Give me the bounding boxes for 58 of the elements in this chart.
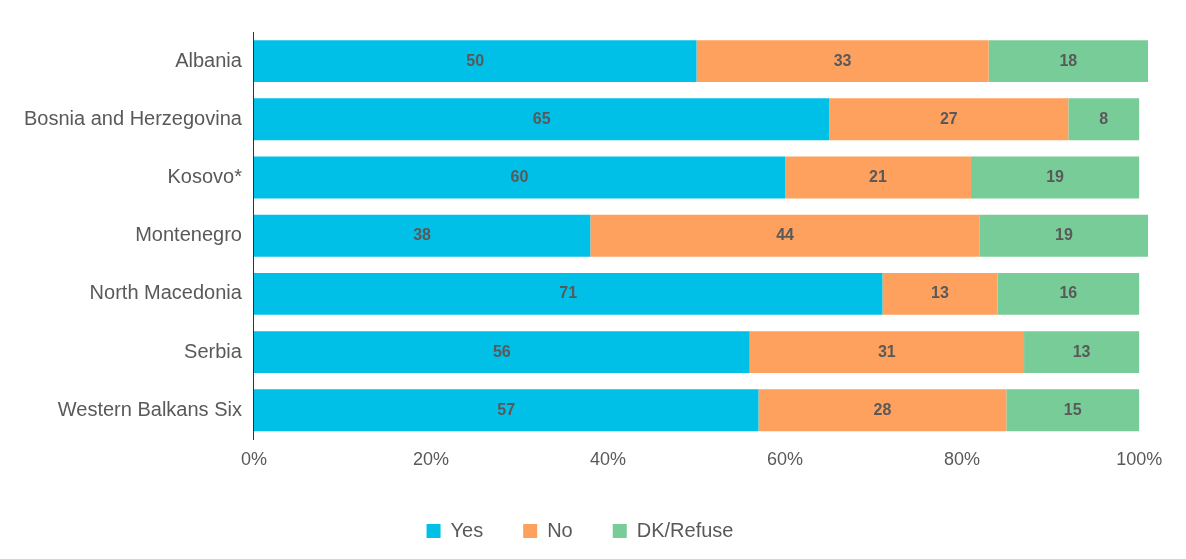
x-tick-label: 60% <box>767 449 804 470</box>
bar <box>1006 389 1140 432</box>
data-label: 19 <box>1046 167 1065 185</box>
bar <box>882 272 998 315</box>
data-label: 21 <box>869 167 888 185</box>
bar <box>979 214 1148 257</box>
y-tick-label: Albania <box>175 48 243 71</box>
data-label: 8 <box>1099 109 1109 127</box>
bar <box>253 331 750 374</box>
y-tick-label: Bosnia and Herzegovina <box>24 106 243 129</box>
legend-label: No <box>547 518 573 541</box>
bar <box>696 40 989 83</box>
data-label: 18 <box>1059 51 1078 69</box>
bar <box>749 331 1025 374</box>
data-label: 71 <box>559 284 578 302</box>
data-label: 44 <box>776 226 795 244</box>
y-tick-label: Western Balkans Six <box>57 397 242 420</box>
x-tick-label: 100% <box>1116 449 1163 470</box>
bar <box>253 389 759 432</box>
data-label: 50 <box>466 51 485 69</box>
bar <box>970 156 1140 199</box>
bar <box>253 98 830 141</box>
data-label: 13 <box>931 284 949 302</box>
bar <box>1068 98 1140 141</box>
bar <box>1024 331 1140 374</box>
data-label: 38 <box>413 226 432 244</box>
x-tick-label: 0% <box>240 449 267 470</box>
bar <box>253 214 591 257</box>
y-tick-label: Serbia <box>184 339 243 362</box>
x-tick-label: 40% <box>590 449 627 470</box>
data-label: 57 <box>497 400 516 418</box>
data-label: 31 <box>877 342 896 360</box>
bar <box>253 156 786 199</box>
bar <box>785 156 971 199</box>
y-tick-label: Kosovo* <box>167 165 243 188</box>
data-label: 65 <box>532 109 551 127</box>
bar <box>988 40 1148 83</box>
y-tick-label: North Macedonia <box>89 281 243 304</box>
bar <box>758 389 1007 432</box>
y-tick-label: Montenegro <box>135 223 242 246</box>
data-label: 15 <box>1063 400 1082 418</box>
bar <box>829 98 1069 141</box>
data-label: 60 <box>510 167 529 185</box>
bar <box>253 272 883 315</box>
data-label: 16 <box>1059 284 1078 302</box>
x-tick-label: 20% <box>412 449 449 470</box>
legend-label: DK/Refuse <box>636 518 734 541</box>
data-label: 33 <box>833 51 852 69</box>
legend-label: Yes <box>450 518 484 541</box>
bar <box>997 272 1140 315</box>
bar <box>253 40 697 83</box>
x-tick-label: 80% <box>944 449 981 470</box>
data-label: 27 <box>939 109 958 127</box>
data-label: 56 <box>492 342 511 360</box>
data-label: 28 <box>873 400 892 418</box>
data-label: 19 <box>1055 226 1073 244</box>
data-label: 13 <box>1072 342 1091 360</box>
bar <box>590 214 980 257</box>
